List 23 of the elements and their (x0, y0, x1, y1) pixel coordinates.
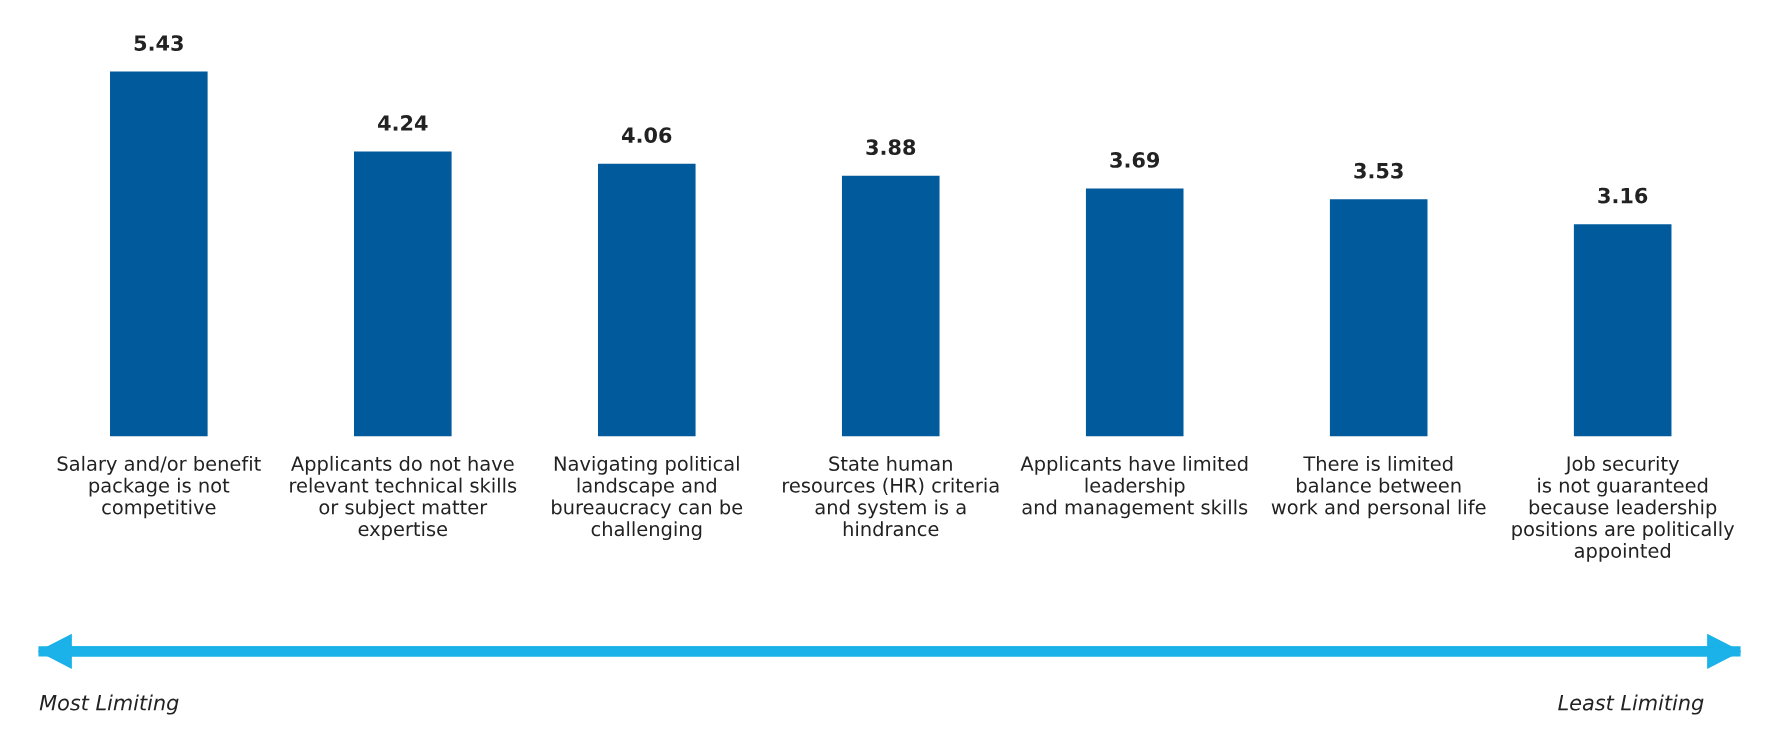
bar (597, 163, 696, 437)
bar (1085, 188, 1184, 437)
text: Least Limiting (1558, 694, 1704, 715)
data-label: 3.69 (1110, 152, 1160, 168)
x-tick-label: Salary and/or benefit package is not competitive (57, 455, 261, 519)
x-tick-label: There is limited balance between work and personal life (1271, 455, 1486, 519)
data-label: 4.24 (378, 115, 428, 131)
x-tick-label: Job security is not guaranteed because leadership positions are politically appointed (1512, 455, 1735, 562)
data-label: 3.88 (866, 139, 916, 156)
x-tick-label: Navigating political landscape and bureaucracy can be challenging (552, 455, 743, 541)
bar (1573, 224, 1672, 437)
data-label: 4.06 (622, 127, 672, 143)
text: Most Limiting (39, 694, 179, 715)
x-tick-label: Applicants do not have relevant technical skills or subject matter expertise (290, 455, 517, 541)
data-label: 3.53 (1354, 162, 1403, 179)
bar (110, 71, 208, 437)
x-tick-label: State human resources (HR) criteria and system is a hindrance (783, 455, 999, 537)
bar (354, 151, 452, 437)
bar (841, 175, 940, 437)
bar (1329, 199, 1428, 437)
data-label: 3.16 (1598, 187, 1648, 204)
x-tick-label: Applicants have limited leadership and management skills (1020, 455, 1248, 519)
data-label: 5.43 (134, 35, 183, 51)
